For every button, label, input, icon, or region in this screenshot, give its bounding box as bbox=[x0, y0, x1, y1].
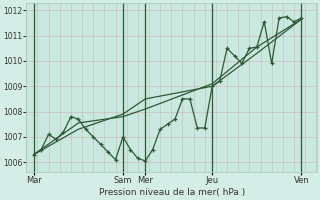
X-axis label: Pression niveau de la mer( hPa ): Pression niveau de la mer( hPa ) bbox=[99, 188, 245, 197]
